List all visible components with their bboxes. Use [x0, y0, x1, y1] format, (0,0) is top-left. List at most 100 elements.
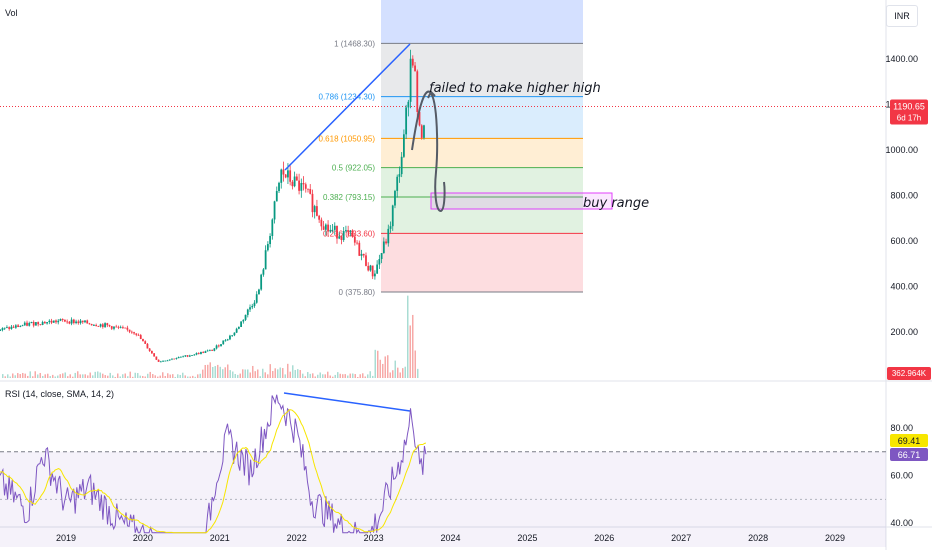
volume-bar: [399, 372, 401, 378]
candle-body: [293, 176, 296, 187]
rsi-axis-tick: 60.00: [890, 471, 913, 481]
candle-body: [338, 236, 341, 239]
candle-body: [144, 341, 147, 344]
candle-body: [135, 333, 138, 335]
volume-bar: [134, 372, 136, 378]
volume-bar: [32, 376, 34, 378]
candle-body: [191, 355, 193, 356]
candle-body: [226, 339, 229, 341]
volume-bar: [307, 372, 309, 378]
volume-bar: [372, 375, 374, 378]
volume-bar: [287, 363, 289, 378]
candle-body: [291, 181, 294, 187]
candle-body: [327, 224, 329, 232]
candle-body: [75, 321, 77, 324]
candle-body: [110, 326, 113, 329]
candle-body: [55, 320, 57, 323]
candle-body: [57, 320, 60, 323]
volume-bar: [79, 374, 81, 378]
volume-bar: [184, 375, 186, 378]
candle-body: [298, 180, 300, 191]
candle-body: [28, 323, 31, 326]
volume-bar: [4, 376, 6, 378]
volume-bar: [27, 375, 29, 378]
candle-body: [208, 349, 211, 351]
candle-body: [93, 325, 95, 326]
volume-bar: [247, 369, 249, 378]
candle-body: [333, 225, 336, 230]
candle-body: [271, 219, 274, 237]
candle-body: [175, 358, 178, 360]
current-price-badge: [890, 99, 928, 125]
rsi-sma-line: [0, 409, 427, 534]
candle-body: [266, 244, 269, 251]
fib-level-label: 0 (375.80): [339, 288, 376, 297]
volume-bar: [34, 371, 36, 378]
volume-bar: [214, 366, 216, 378]
volume-bar: [342, 374, 344, 378]
candle-body: [307, 188, 309, 190]
candle-body: [64, 319, 66, 322]
volume-bar: [149, 371, 151, 378]
candle-body: [217, 345, 220, 347]
candle-body: [84, 320, 86, 323]
volume-bar: [204, 364, 206, 378]
candle-body: [139, 335, 142, 339]
volume-bar: [302, 373, 304, 378]
time-axis-tick: 2027: [671, 533, 691, 543]
volume-bar: [59, 374, 61, 378]
candle-body: [242, 319, 245, 322]
volume-bar: [312, 373, 314, 378]
volume-value: 362.964K: [892, 369, 927, 378]
candle-body: [295, 176, 298, 181]
volume-bar: [2, 374, 4, 378]
volume-bar: [329, 375, 331, 378]
candle-body: [282, 169, 285, 175]
candle-body: [237, 326, 240, 329]
currency-button[interactable]: INR: [886, 5, 918, 27]
time-axis-tick: 2025: [517, 533, 537, 543]
candle-body: [405, 107, 408, 135]
volume-bar: [277, 369, 279, 378]
candle-body: [21, 325, 24, 327]
candle-body: [184, 355, 187, 357]
volume-bar: [39, 372, 41, 378]
candle-body: [50, 320, 53, 323]
fib-zone: [381, 167, 583, 197]
candle-body: [369, 265, 372, 271]
volume-bar: [29, 371, 31, 378]
candle-body: [14, 325, 17, 328]
volume-bar: [334, 374, 336, 378]
volume-bar: [292, 365, 294, 378]
volume-bar: [197, 374, 199, 378]
candle-body: [166, 360, 169, 362]
volume-bar: [99, 372, 101, 378]
candle-body: [358, 242, 361, 256]
candle-body: [19, 326, 22, 327]
volume-bar: [117, 373, 119, 378]
projected-path-arrowhead: [427, 90, 436, 99]
candle-body: [128, 329, 131, 332]
volume-bar: [387, 355, 389, 378]
candle-body: [353, 236, 356, 243]
candle-body: [371, 265, 374, 277]
volume-bar: [227, 364, 229, 378]
volume-bars: [2, 295, 419, 378]
volume-bar: [364, 376, 366, 378]
candle-body: [391, 205, 394, 227]
candle-body: [316, 206, 318, 216]
candle-body: [356, 242, 358, 244]
candle-body: [153, 353, 156, 357]
volume-bar: [129, 371, 131, 378]
candle-body: [318, 215, 321, 220]
candle-body: [142, 338, 144, 342]
candle-body: [258, 289, 260, 295]
candle-body: [387, 228, 390, 244]
volume-bar: [279, 367, 281, 378]
volume-bar: [84, 374, 86, 378]
candle-body: [188, 355, 191, 357]
candle-body: [229, 335, 231, 340]
candle-body: [351, 230, 354, 237]
